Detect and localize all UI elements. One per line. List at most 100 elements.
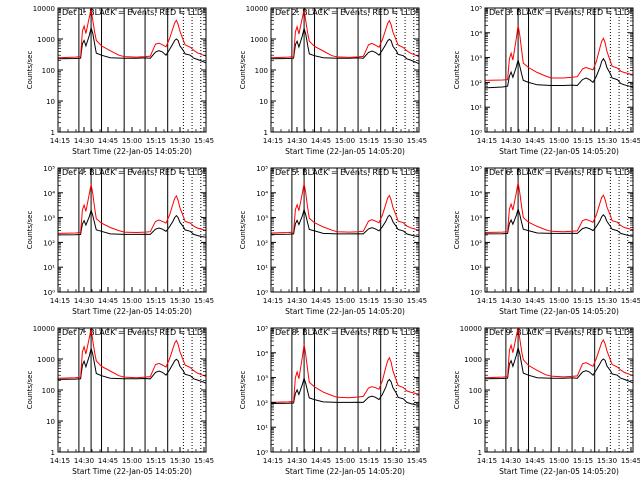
series-lld-line — [270, 183, 420, 234]
series-events-line — [484, 207, 634, 237]
x-tick-label: 15:30 — [170, 137, 190, 145]
y-tick-label: 10 — [473, 418, 482, 426]
y-tick-label: 10000 — [33, 325, 55, 333]
y-axis-label: Counts/sec — [453, 211, 461, 250]
x-tick-label: 14:45 — [98, 137, 118, 145]
x-tick-label: 14:30 — [287, 457, 307, 465]
y-axis-label: Counts/sec — [26, 371, 34, 410]
y-tick-label: 10² — [470, 239, 482, 247]
x-tick-label: 14:30 — [501, 297, 521, 305]
x-tick-label: 15:15 — [573, 137, 593, 145]
panel-det-6: Det 6: BLACK = Events, RED = LLD10⁰10¹10… — [453, 165, 640, 316]
x-tick-label: 15:45 — [407, 457, 427, 465]
y-axis-label: Counts/sec — [26, 51, 34, 90]
y-axis-label: Counts/sec — [239, 371, 247, 410]
x-tick-label: 15:30 — [597, 457, 617, 465]
x-tick-label: 15:30 — [597, 297, 617, 305]
x-tick-label: 15:45 — [621, 137, 640, 145]
series-lld-line — [270, 10, 420, 59]
y-tick-label: 10⁴ — [470, 30, 482, 38]
x-tick-label: 15:15 — [146, 297, 166, 305]
y-tick-label: 10000 — [246, 5, 268, 13]
y-tick-label: 10⁰ — [43, 289, 55, 297]
x-axis-label: Start Time (22-Jan-05 14:05:20) — [499, 307, 619, 316]
y-tick-label: 10⁰ — [470, 289, 482, 297]
x-tick-label: 15:45 — [194, 457, 214, 465]
series-events-line — [57, 208, 207, 238]
series-events-line — [484, 347, 634, 384]
y-tick-label: 10⁵ — [470, 165, 482, 173]
x-tick-label: 14:15 — [263, 137, 283, 145]
x-axis-label: Start Time (22-Jan-05 14:05:20) — [72, 467, 192, 476]
x-tick-label: 14:15 — [263, 457, 283, 465]
x-tick-label: 15:00 — [335, 457, 355, 465]
x-tick-label: 15:45 — [621, 297, 640, 305]
series-events-line — [57, 348, 207, 384]
x-tick-label: 14:30 — [74, 137, 94, 145]
y-tick-label: 10⁰ — [256, 289, 268, 297]
x-tick-label: 14:45 — [525, 297, 545, 305]
x-tick-label: 15:00 — [549, 137, 569, 145]
x-axis-label: Start Time (22-Jan-05 14:05:20) — [72, 307, 192, 316]
x-tick-label: 15:00 — [335, 137, 355, 145]
y-tick-label: 10² — [256, 239, 268, 247]
x-tick-label: 15:15 — [146, 457, 166, 465]
x-tick-label: 14:45 — [311, 457, 331, 465]
y-tick-label: 1000 — [250, 36, 268, 44]
panel-det-9: Det 9: BLACK = Events, RED = LLD11010010… — [453, 325, 640, 476]
y-tick-label: 10¹ — [470, 264, 482, 272]
y-tick-label: 10³ — [256, 375, 268, 383]
y-tick-label: 10⁴ — [470, 190, 482, 198]
y-tick-label: 10³ — [43, 215, 55, 223]
y-tick-label: 10⁵ — [43, 165, 55, 173]
panel-det-2: Det 2: BLACK = Events, RED = LLD11010010… — [239, 5, 427, 156]
panel-det-1: Det 1: BLACK = Events, RED = LLD11010010… — [26, 5, 214, 156]
x-axis-label: Start Time (22-Jan-05 14:05:20) — [499, 147, 619, 156]
series-lld-line — [57, 329, 207, 379]
y-tick-label: 10 — [46, 98, 55, 106]
x-tick-label: 15:15 — [573, 457, 593, 465]
x-tick-label: 15:30 — [170, 297, 190, 305]
y-tick-label: 10² — [43, 239, 55, 247]
x-tick-label: 14:30 — [287, 297, 307, 305]
y-tick-label: 10 — [46, 418, 55, 426]
y-tick-label: 10¹ — [43, 264, 55, 272]
y-tick-label: 10⁵ — [470, 5, 482, 13]
x-tick-label: 14:45 — [311, 297, 331, 305]
x-tick-label: 15:45 — [194, 297, 214, 305]
series-events-line — [270, 207, 420, 238]
panel-det-4: Det 4: BLACK = Events, RED = LLD10⁰10¹10… — [26, 165, 214, 316]
y-tick-label: 10⁵ — [256, 325, 268, 333]
x-axis-label: Start Time (22-Jan-05 14:05:20) — [285, 467, 405, 476]
y-tick-label: 1 — [478, 449, 482, 457]
x-tick-label: 15:30 — [383, 297, 403, 305]
y-tick-label: 10⁵ — [256, 165, 268, 173]
x-tick-label: 14:45 — [98, 297, 118, 305]
panel-det-8: Det 8: BLACK = Events, RED = LLD10⁰10¹10… — [239, 325, 427, 476]
y-tick-label: 10 — [259, 98, 268, 106]
x-tick-label: 15:15 — [146, 137, 166, 145]
panel-det-7: Det 7: BLACK = Events, RED = LLD11010010… — [26, 325, 214, 476]
x-tick-label: 15:30 — [383, 457, 403, 465]
y-tick-label: 10¹ — [470, 104, 482, 112]
x-tick-label: 14:15 — [50, 457, 70, 465]
x-tick-label: 15:15 — [573, 297, 593, 305]
y-axis-label: Counts/sec — [453, 51, 461, 90]
series-events-line — [484, 57, 634, 89]
x-axis-label: Start Time (22-Jan-05 14:05:20) — [285, 147, 405, 156]
x-tick-label: 14:45 — [98, 457, 118, 465]
y-tick-label: 1 — [264, 129, 268, 137]
y-tick-label: 10⁴ — [256, 350, 268, 358]
panel-det-5: Det 5: BLACK = Events, RED = LLD10⁰10¹10… — [239, 165, 427, 316]
x-tick-label: 15:00 — [122, 297, 142, 305]
series-lld-line — [57, 9, 207, 59]
series-lld-line — [484, 25, 634, 81]
x-tick-label: 15:30 — [170, 457, 190, 465]
y-tick-label: 100 — [255, 67, 268, 75]
y-tick-label: 10⁰ — [256, 449, 268, 457]
y-tick-label: 1000 — [37, 356, 55, 364]
y-tick-label: 10000 — [33, 5, 55, 13]
series-events-line — [57, 25, 207, 64]
y-tick-label: 100 — [42, 67, 55, 75]
y-tick-label: 100 — [42, 387, 55, 395]
